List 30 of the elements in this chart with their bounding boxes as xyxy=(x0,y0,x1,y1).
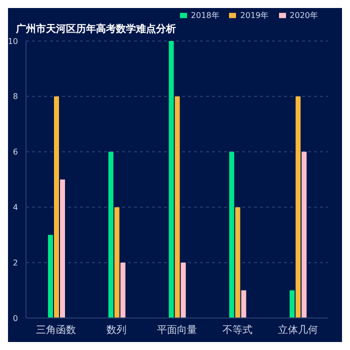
bar xyxy=(241,290,246,318)
bar xyxy=(302,152,307,318)
y-tick-label: 6 xyxy=(12,148,18,157)
bar xyxy=(229,152,234,318)
bar xyxy=(168,41,174,318)
x-tick-label: 平面向量 xyxy=(157,324,197,336)
bar xyxy=(54,96,59,318)
x-tick-label: 数列 xyxy=(106,325,127,336)
x-tick-label: 立体几何 xyxy=(278,324,318,336)
bar xyxy=(48,234,53,318)
bar xyxy=(114,207,120,318)
bar xyxy=(296,96,301,318)
y-tick-label: 8 xyxy=(12,92,18,102)
bar xyxy=(108,152,114,318)
bar xyxy=(235,207,240,318)
y-tick-label: 10 xyxy=(8,36,18,46)
x-tick-label: 不等式 xyxy=(222,324,252,336)
bar xyxy=(60,180,65,318)
legend-label: 2018年 xyxy=(190,11,220,20)
bar xyxy=(290,290,295,318)
legend-label: 2020年 xyxy=(290,11,318,20)
bar xyxy=(174,96,180,318)
y-tick-label: 0 xyxy=(12,314,18,323)
y-tick-label: 4 xyxy=(12,203,18,212)
legend-label: 2019年 xyxy=(240,11,269,20)
y-tick-label: 2 xyxy=(12,258,18,268)
bar xyxy=(180,262,186,318)
chart-title: 广州市天河区历年高考数学难点分析 xyxy=(16,22,176,36)
x-tick-label: 三角函数 xyxy=(36,324,76,336)
bar xyxy=(120,262,126,318)
